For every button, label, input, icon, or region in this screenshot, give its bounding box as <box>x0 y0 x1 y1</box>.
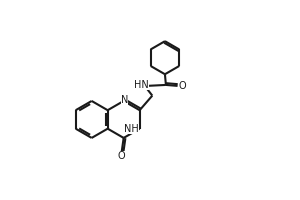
Text: NH: NH <box>124 124 139 134</box>
Text: O: O <box>118 151 125 161</box>
Text: N: N <box>121 95 128 105</box>
Text: O: O <box>178 81 186 91</box>
Text: HN: HN <box>134 80 149 90</box>
